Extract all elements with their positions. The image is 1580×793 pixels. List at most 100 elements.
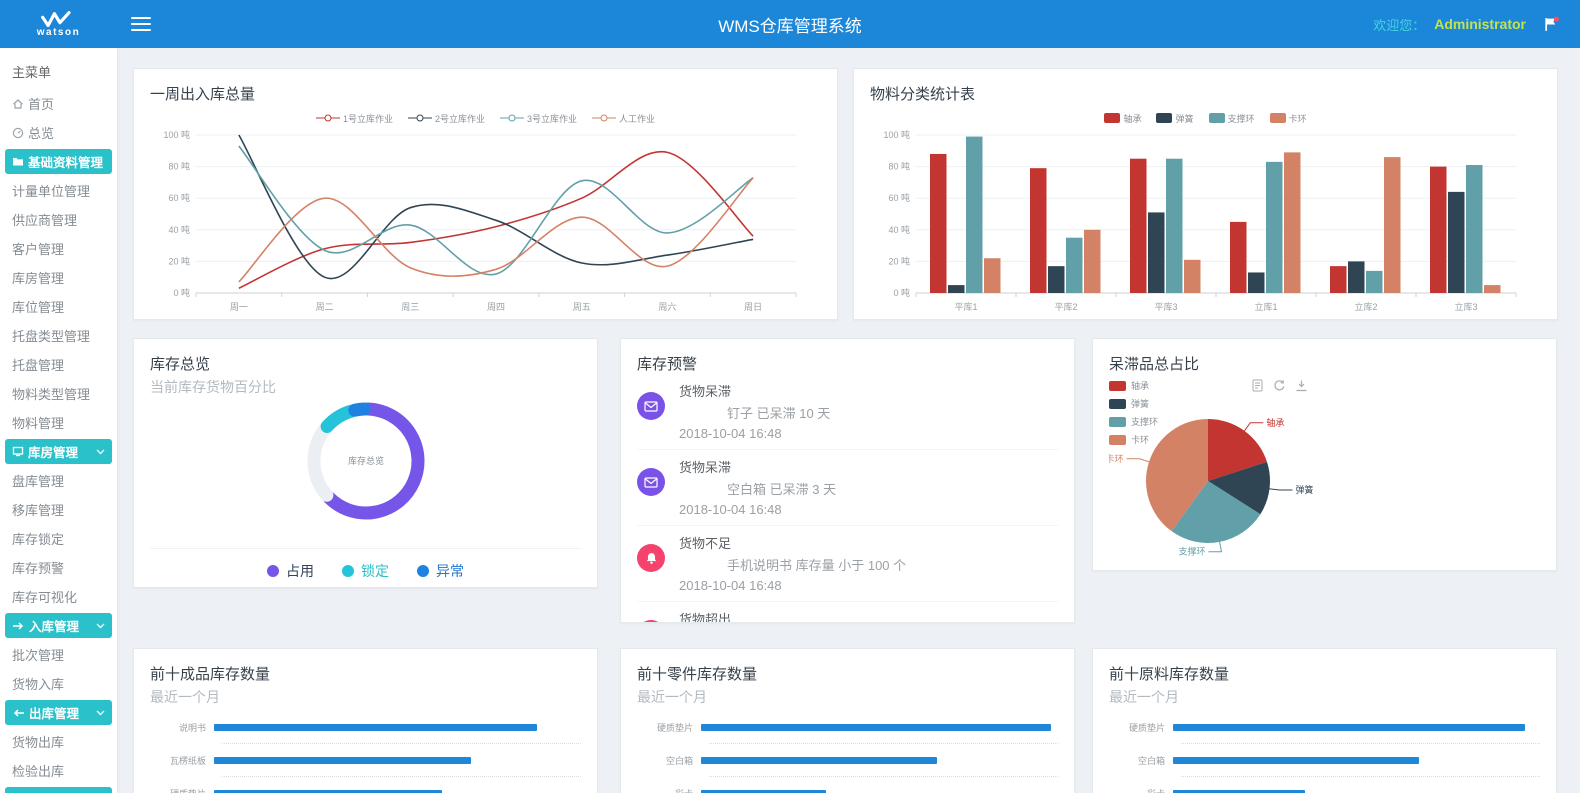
sidebar-item-label: 库存预警 (12, 561, 65, 576)
sidebar-item-warehouse-mgmt[interactable]: 库房管理 (0, 263, 117, 292)
card-title-stagnant-ratio: 呆滞品总占比 (1109, 356, 1200, 373)
hbar-track (1173, 756, 1540, 764)
legend-item[interactable]: 弹簧 (1156, 112, 1194, 125)
username[interactable]: Administrator (1434, 16, 1526, 32)
chevron-down-icon (96, 449, 105, 455)
sidebar-item-batch-mgmt[interactable]: 批次管理 (0, 640, 117, 669)
legend-item[interactable]: 3号立库作业 (500, 112, 577, 125)
data-view-icon[interactable] (1251, 379, 1264, 392)
legend-item[interactable]: 2号立库作业 (407, 112, 485, 125)
alert-list: 货物呆滞 钉子 已呆滞 10 天 2018-10-04 16:48 货物呆滞 空白箱 已… (637, 374, 1058, 623)
hbar-row: 空白箱 (1109, 754, 1540, 766)
hbar-value (214, 789, 442, 793)
sidebar-item-label: 计量单位管理 (12, 184, 91, 199)
sidebar-item-supplier-mgmt[interactable]: 供应商管理 (0, 205, 117, 234)
stagnant-pie-legend: 轴承弹簧支撑环卡环 (1109, 379, 1158, 451)
sidebar-item-customer-mgmt[interactable]: 客户管理 (0, 234, 117, 263)
sidebar-item-inbound-mgmt[interactable]: 入库管理 (5, 613, 112, 638)
sidebar-item-label: 库位管理 (12, 300, 65, 315)
sidebar-item-stocktake-mgmt[interactable]: 盘库管理 (0, 466, 117, 495)
sidebar-item-storeroom-mgmt[interactable]: 库房管理 (5, 439, 112, 464)
outbound-arrow-icon (12, 708, 25, 718)
sidebar-item-inspect-out[interactable]: 检验出库 (0, 756, 117, 785)
sidebar-item-material-mgmt[interactable]: 物料管理 (0, 408, 117, 437)
legend-dot (417, 565, 429, 577)
legend-label: 1号立库作业 (342, 113, 393, 124)
sidebar-item-location-mgmt[interactable]: 库位管理 (0, 292, 117, 321)
sidebar-item-goods-out[interactable]: 货物出库 (0, 727, 117, 756)
sidebar-item-label: 库存可视化 (12, 590, 78, 605)
card-title-top-raw: 前十原料库存数量 (1109, 666, 1230, 683)
overview-icon (12, 127, 24, 139)
chevron-down-icon (96, 710, 105, 716)
sidebar-item-pallet-type-mgmt[interactable]: 托盘类型管理 (0, 321, 117, 350)
svg-text:20 吨: 20 吨 (888, 255, 910, 266)
sidebar-item-outbound-mgmt[interactable]: 出库管理 (5, 700, 112, 725)
sidebar-item-material-type-mgmt[interactable]: 物料类型管理 (0, 379, 117, 408)
card-subtitle-top-finished: 最近一个月 (150, 689, 220, 705)
alert-title: 货物呆滞 (679, 384, 732, 399)
sidebar-item-stock-visual[interactable]: 库存可视化 (0, 582, 117, 611)
hbar-track (214, 789, 581, 793)
hbar-value (701, 723, 1051, 731)
legend-item[interactable]: 卡环 (1109, 433, 1158, 446)
hbar-track (701, 789, 1058, 793)
brand-logo: watson (0, 0, 117, 48)
svg-text:平库1: 平库1 (954, 301, 977, 312)
sidebar-item-move-mgmt[interactable]: 移库管理 (0, 495, 117, 524)
legend-dot (267, 565, 279, 577)
legend-item[interactable]: 支撑环 (1109, 415, 1158, 428)
message-flag-icon[interactable] (1543, 16, 1560, 33)
svg-text:周三: 周三 (401, 302, 419, 312)
legend-item[interactable]: 支撑环 (1208, 112, 1255, 125)
legend-item[interactable]: 锁定 (342, 561, 389, 581)
legend-swatch (1208, 113, 1225, 123)
storeroom-icon (12, 446, 24, 457)
sidebar-item-pallet-mgmt[interactable]: 托盘管理 (0, 350, 117, 379)
sidebar-item-overview[interactable]: 总览 (0, 118, 117, 147)
legend-label: 异常 (436, 563, 464, 579)
sidebar-item-home[interactable]: 首页 (0, 89, 117, 118)
legend-item[interactable]: 占用 (267, 561, 314, 581)
legend-item[interactable]: 人工作业 (592, 112, 655, 125)
refresh-icon[interactable] (1273, 379, 1286, 392)
sidebar-item-stock-warning[interactable]: 库存预警 (0, 553, 117, 582)
hbar-label: 空白箱 (1137, 755, 1165, 766)
sidebar-item-label: 盘库管理 (12, 474, 65, 489)
welcome-label: 欢迎您： (1373, 17, 1426, 33)
sidebar-item-base-data[interactable]: 基础资料管理 (5, 149, 112, 174)
card-top-raw-stock: 前十原料库存数量 最近一个月 硬质垫片空白箱彩卡说明书 (1092, 648, 1557, 793)
hbar-row: 瓦楞纸板 (150, 754, 581, 766)
sidebar-item-goods-in[interactable]: 货物入库 (0, 669, 117, 698)
card-title-inventory-overview: 库存总览 (150, 356, 211, 373)
sidebar-item-stock-lock[interactable]: 库存锁定 (0, 524, 117, 553)
legend-item[interactable]: 轴承 (1104, 112, 1141, 125)
alert-title: 货物超出 (679, 612, 732, 623)
hbar-value (701, 789, 826, 793)
inventory-donut-chart: 库存总览 (150, 397, 581, 542)
top-parts-hbar-chart: 硬质垫片空白箱彩卡说明书 (637, 721, 1058, 793)
sidebar-item-label: 托盘管理 (12, 358, 65, 373)
legend-item[interactable]: 1号立库作业 (315, 112, 393, 125)
download-icon[interactable] (1295, 379, 1308, 392)
alert-description: 手机说明书 库存量 小于 100 个 (727, 558, 907, 573)
legend-item[interactable]: 轴承 (1109, 379, 1158, 392)
sidebar-item-label: 供应商管理 (12, 213, 78, 228)
legend-item[interactable]: 异常 (417, 561, 464, 581)
hbar-separator (709, 743, 1058, 744)
sidebar-item-label: 总览 (28, 126, 55, 141)
sidebar-item-partial[interactable] (5, 787, 112, 793)
legend-item[interactable]: 弹簧 (1109, 397, 1158, 410)
legend-item[interactable]: 卡环 (1269, 112, 1307, 125)
hbar-track (701, 723, 1058, 731)
menu-toggle-button[interactable] (131, 13, 151, 35)
hbar-value (214, 723, 537, 731)
app-title: WMS仓库管理系统 (718, 16, 862, 36)
chart-toolbox (1251, 379, 1308, 392)
svg-text:周二: 周二 (316, 302, 334, 312)
legend-label: 支撑环 (1131, 417, 1159, 427)
hbar-label: 彩卡 (637, 787, 701, 793)
sidebar-item-unit-mgmt[interactable]: 计量单位管理 (0, 176, 117, 205)
